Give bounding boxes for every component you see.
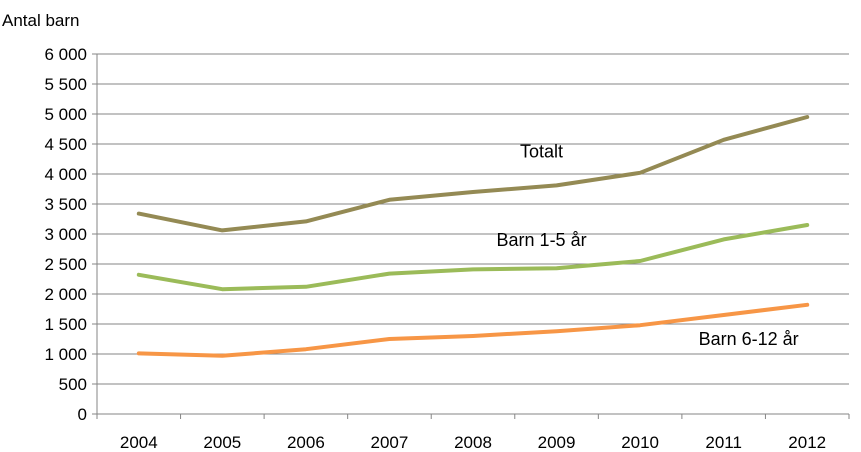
y-tick-label: 3 500 <box>44 195 87 214</box>
series-label-1: Barn 1-5 år <box>497 230 587 250</box>
x-tick-label: 2009 <box>538 433 576 452</box>
series-label-2: Barn 6-12 år <box>699 329 799 349</box>
x-tick-labels: 2004 2005 2006 2007 2008 2009 2010 2011 2012 <box>120 433 826 452</box>
y-axis-label: Antal barn <box>2 11 80 30</box>
series-line-0 <box>136 115 810 233</box>
series-lines <box>136 115 810 358</box>
y-tick-label: 5 500 <box>44 75 87 94</box>
axes <box>92 53 850 419</box>
x-tick-label: 2007 <box>371 433 409 452</box>
x-tick-label: 2010 <box>621 433 659 452</box>
y-tick-label: 1 500 <box>44 315 87 334</box>
series-line-1 <box>136 223 810 292</box>
y-tick-label: 500 <box>59 375 87 394</box>
x-tick-label: 2005 <box>203 433 241 452</box>
y-tick-label: 6 000 <box>44 45 87 64</box>
y-tick-label: 3 000 <box>44 225 87 244</box>
x-tick-label: 2008 <box>454 433 492 452</box>
series-labels: Totalt Barn 1-5 år Barn 6-12 år <box>497 141 799 349</box>
y-tick-label: 1 000 <box>44 345 87 364</box>
y-tick-label: 2 500 <box>44 255 87 274</box>
x-tick-label: 2006 <box>287 433 325 452</box>
x-tick-label: 2004 <box>120 433 158 452</box>
x-tick-label: 2011 <box>705 433 742 452</box>
series-line-2 <box>136 302 810 358</box>
y-tick-label: 4 000 <box>44 165 87 184</box>
y-tick-label: 0 <box>78 405 87 424</box>
series-label-0: Totalt <box>520 141 563 161</box>
y-tick-label: 4 500 <box>44 135 87 154</box>
y-tick-labels: 0 500 1 000 1 500 2 000 2 500 3 000 3 500 4 000 4… <box>44 45 87 424</box>
y-tick-label: 5 000 <box>44 105 87 124</box>
x-tick-label: 2012 <box>788 433 826 452</box>
y-tick-label: 2 000 <box>44 285 87 304</box>
